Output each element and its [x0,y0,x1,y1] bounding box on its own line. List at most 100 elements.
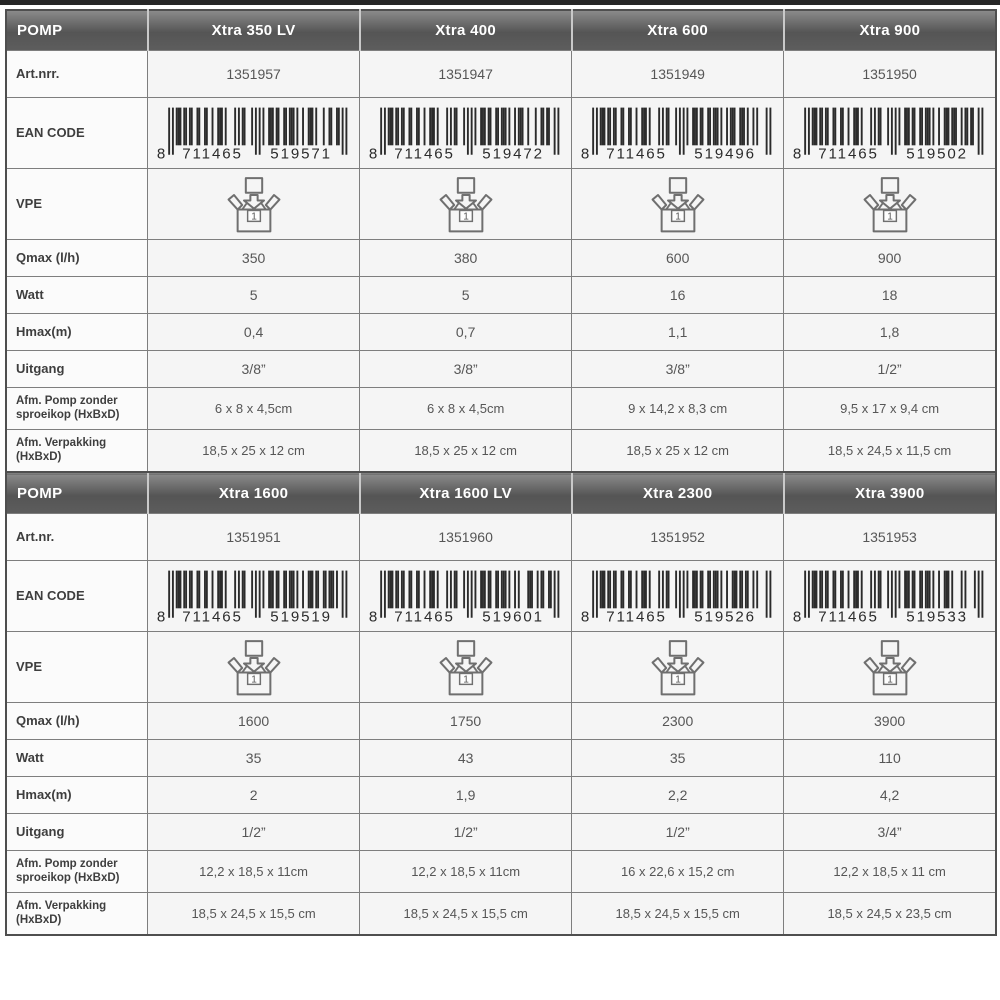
ean-barcode: 8 711465 519472 [369,107,559,162]
cell-qmax: 2300 [571,702,785,740]
cell-uitgang: 3/4” [783,813,997,851]
ean-digits: 519571 [270,146,332,162]
spec-row-art: Art.nr. 1351951 1351960 1351952 1351953 [5,513,997,561]
product-header-xtra-400: Xtra 400 [358,9,573,51]
cell-watt: 35 [571,739,785,777]
cell-ean-barcode: 8 711465 519601 [359,560,573,632]
row-label-hmax: Hmax(m) [5,313,149,351]
cell-art: 1351960 [359,513,573,561]
pump-spec-table-1: POMP Xtra 350 LV Xtra 400 Xtra 600 Xtra 900 A… [5,9,997,473]
spec-row-hmax: Hmax(m) 0,4 0,7 1,1 1,8 [5,313,997,351]
cell-afm_verpakking: 18,5 x 25 x 12 cm [359,429,573,473]
product-header-row: POMP Xtra 350 LV Xtra 400 Xtra 600 Xtra 900 [5,9,997,51]
row-label-art: Art.nrr. [5,50,149,98]
cell-art: 1351947 [359,50,573,98]
product-header-xtra-2300: Xtra 2300 [570,473,785,514]
row-label-qmax: Qmax (l/h) [5,239,149,277]
cell-vpe: 1 [359,168,573,240]
cell-uitgang: 1/2” [783,350,997,388]
ean-digits: 711465 [818,146,879,162]
vpe-count: 1 [463,674,469,685]
cell-vpe: 1 [571,168,785,240]
ean-barcode: 8 711465 519533 [792,570,983,625]
scan-top-edge [0,0,1000,5]
row-label-hmax: Hmax(m) [5,776,149,814]
spec-row-ean: EAN CODE 8 711465 519571 8 711465 519472 8 71146… [5,97,997,169]
cell-afm_verpakking: 18,5 x 25 x 12 cm [147,429,361,473]
cell-art: 1351949 [571,50,785,98]
ean-digits: 8 [792,609,802,625]
ean-digits: 8 [369,146,379,162]
ean-barcode: 8 711465 519496 [581,107,772,162]
product-header-xtra-600: Xtra 600 [570,9,785,51]
table-corner-label: POMP [5,9,149,51]
spec-row-uitgang: Uitgang 3/8” 3/8” 3/8” 1/2” [5,350,997,388]
cell-ean-barcode: 8 711465 519502 [783,97,997,169]
cell-afm_pomp: 6 x 8 x 4,5cm [147,387,361,430]
ean-digits: 8 [156,609,166,625]
cell-ean-barcode: 8 711465 519496 [571,97,785,169]
cell-uitgang: 1/2” [571,813,785,851]
ean-digits: 519519 [270,609,332,625]
cell-hmax: 2 [147,776,361,814]
vpe-count: 1 [463,211,469,222]
cell-watt: 5 [359,276,573,314]
cell-afm_pomp: 12,2 x 18,5 x 11cm [359,850,573,893]
ean-digits: 519526 [694,609,756,625]
cell-art: 1351950 [783,50,997,98]
cell-watt: 5 [147,276,361,314]
ean-digits: 711465 [182,609,243,625]
cell-afm_pomp: 12,2 x 18,5 x 11 cm [783,850,997,893]
cell-ean-barcode: 8 711465 519526 [571,560,785,632]
cell-qmax: 1750 [359,702,573,740]
ean-barcode: 8 711465 519519 [156,570,347,625]
cell-ean-barcode: 8 711465 519533 [783,560,997,632]
cell-afm_pomp: 9 x 14,2 x 8,3 cm [571,387,785,430]
cell-hmax: 1,9 [359,776,573,814]
ean-barcode: 8 711465 519526 [581,570,772,625]
row-label-vpe: VPE [5,168,149,240]
ean-digits: 711465 [606,609,667,625]
cell-uitgang: 1/2” [147,813,361,851]
row-label-art: Art.nr. [5,513,149,561]
spec-row-qmax: Qmax (l/h) 350 380 600 900 [5,239,997,277]
ean-digits: 711465 [606,146,667,162]
packaging-box-icon: 1 [863,176,917,232]
cell-afm_verpakking: 18,5 x 24,5 x 15,5 cm [571,892,785,936]
cell-afm_pomp: 12,2 x 18,5 x 11cm [147,850,361,893]
cell-art: 1351957 [147,50,361,98]
vpe-count: 1 [675,674,681,685]
cell-uitgang: 1/2” [359,813,573,851]
cell-hmax: 4,2 [783,776,997,814]
cell-qmax: 900 [783,239,997,277]
cell-vpe: 1 [359,631,573,703]
packaging-box-icon: 1 [651,639,705,695]
spec-row-hmax: Hmax(m) 2 1,9 2,2 4,2 [5,776,997,814]
packaging-box-icon: 1 [227,639,281,695]
spec-row-vpe: VPE 1 1 1 1 [5,631,997,703]
packaging-box-icon: 1 [439,639,493,695]
spec-row-vpe: VPE 1 1 1 1 [5,168,997,240]
product-header-row: POMP Xtra 1600 Xtra 1600 LV Xtra 2300 Xtra 3… [5,473,997,514]
cell-qmax: 3900 [783,702,997,740]
product-header-xtra-3900: Xtra 3900 [782,473,997,514]
cell-afm_verpakking: 18,5 x 25 x 12 cm [571,429,785,473]
cell-uitgang: 3/8” [359,350,573,388]
row-label-uitgang: Uitgang [5,350,149,388]
cell-art: 1351951 [147,513,361,561]
ean-digits: 519472 [482,146,544,162]
ean-digits: 711465 [818,609,879,625]
vpe-count: 1 [251,674,257,685]
vpe-count: 1 [675,211,681,222]
cell-watt: 43 [359,739,573,777]
cell-art: 1351953 [783,513,997,561]
vpe-count: 1 [887,674,893,685]
row-label-ean: EAN CODE [5,97,149,169]
spec-row-watt: Watt 5 5 16 18 [5,276,997,314]
product-header-xtra-900: Xtra 900 [782,9,997,51]
cell-hmax: 1,1 [571,313,785,351]
vpe-count: 1 [251,211,257,222]
cell-afm_pomp: 16 x 22,6 x 15,2 cm [571,850,785,893]
ean-digits: 8 [369,609,379,625]
cell-afm_verpakking: 18,5 x 24,5 x 11,5 cm [783,429,997,473]
